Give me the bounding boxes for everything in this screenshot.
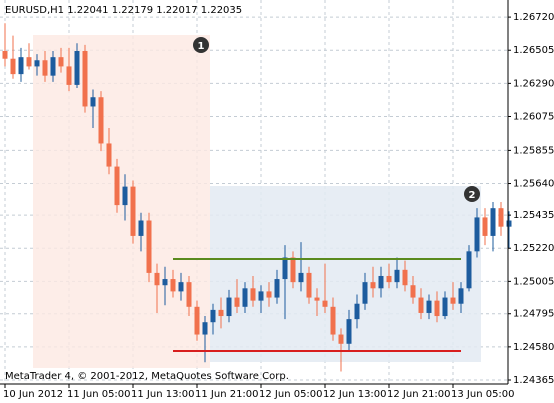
marker-1-label: 1 (198, 41, 205, 52)
candle-body (50, 57, 56, 76)
x-tick-label: 12 Jun 05:00 (259, 389, 323, 400)
chart-title: EURUSD,H1 1.22041 1.22179 1.22017 1.2203… (5, 5, 242, 16)
candle-body (186, 282, 192, 307)
candle-body (434, 300, 440, 317)
candle-body (418, 297, 424, 313)
candle-body (346, 319, 352, 344)
candle-body (266, 291, 272, 298)
marker-2-label: 2 (469, 190, 476, 201)
x-tick-label: 11 Jun 13:00 (131, 389, 195, 400)
candle-body (370, 282, 376, 289)
candle-body (322, 300, 328, 307)
candle-body (162, 279, 168, 286)
x-tick-label: 10 Jun 2012 (3, 389, 63, 400)
candle-body (234, 297, 240, 307)
candle-body (114, 166, 120, 206)
candle-body (282, 257, 288, 280)
x-tick-label: 11 Jun 05:00 (67, 389, 131, 400)
footer: MetaTrader 4, © 2001-2012, MetaQuotes So… (5, 371, 289, 382)
candle-body (194, 306, 200, 335)
marker-1 (193, 37, 209, 53)
candle-body (306, 272, 312, 298)
candle-body (154, 272, 160, 286)
candle-body (2, 51, 8, 59)
candle-body (146, 220, 152, 273)
y-tick-label: 1.24365 (513, 375, 554, 386)
candle-body (122, 186, 128, 206)
candle-body (330, 306, 336, 335)
marker-2 (464, 186, 480, 202)
candle-body (394, 269, 400, 283)
candle-body (426, 300, 432, 313)
candle-body (202, 322, 208, 335)
candle-body (138, 220, 144, 236)
candle-body (402, 269, 408, 286)
candle-body (34, 60, 40, 67)
candle-body (482, 217, 488, 236)
x-tick-label: 11 Jun 21:00 (195, 389, 259, 400)
candle-body (490, 208, 496, 236)
y-tick-label: 1.26720 (513, 12, 554, 23)
y-tick-label: 1.25640 (513, 179, 554, 190)
candle-body (90, 97, 96, 107)
candle-body (226, 297, 232, 317)
candle-body (18, 57, 24, 75)
candle-body (354, 303, 360, 320)
candle-body (10, 58, 16, 75)
candle-body (106, 143, 112, 167)
candle-body (466, 251, 472, 289)
candle-body (338, 334, 344, 344)
candle-body (458, 288, 464, 304)
candle-body (498, 208, 504, 227)
candle-body (130, 186, 136, 236)
y-tick-label: 1.25855 (513, 145, 554, 156)
candle-body (210, 309, 216, 323)
candle-body (474, 217, 480, 252)
candle-body (314, 297, 320, 301)
y-tick-label: 1.24580 (513, 342, 554, 353)
candle-body (82, 51, 88, 107)
candle-body (58, 57, 64, 67)
y-tick-label: 1.26290 (513, 78, 554, 89)
candle-body (170, 279, 176, 292)
x-tick-label: 12 Jun 13:00 (323, 389, 387, 400)
candle-body (26, 57, 32, 67)
candle-body (98, 97, 104, 144)
candle-body (66, 66, 72, 85)
candle-body (450, 297, 456, 304)
candle-body (298, 272, 304, 283)
candle-body (386, 275, 392, 283)
zone-2 (210, 186, 481, 362)
candle-body (250, 288, 256, 301)
candle-body (242, 288, 248, 307)
y-tick-label: 1.25005 (513, 276, 554, 287)
y-tick-label: 1.26505 (513, 45, 554, 56)
candle-body (290, 257, 296, 283)
candle-body (410, 285, 416, 298)
candles (2, 23, 512, 372)
x-tick-label: 12 Jun 21:00 (387, 389, 451, 400)
y-tick-label: 1.24795 (513, 309, 554, 320)
candle-body (178, 282, 184, 292)
candle-body (378, 275, 384, 289)
candle-body (42, 60, 48, 76)
zone-1 (33, 35, 210, 368)
candle-body (218, 309, 224, 317)
candle-body (274, 279, 280, 298)
y-tick-label: 1.26075 (513, 111, 554, 122)
candle-body (506, 220, 512, 227)
candle-body (442, 297, 448, 317)
candle-body (362, 282, 368, 304)
candle-body (74, 51, 80, 85)
y-tick-label: 1.25435 (513, 210, 554, 221)
x-tick-label: 13 Jun 05:00 (451, 389, 515, 400)
y-tick-label: 1.25220 (513, 243, 554, 254)
candle-body (258, 291, 264, 301)
